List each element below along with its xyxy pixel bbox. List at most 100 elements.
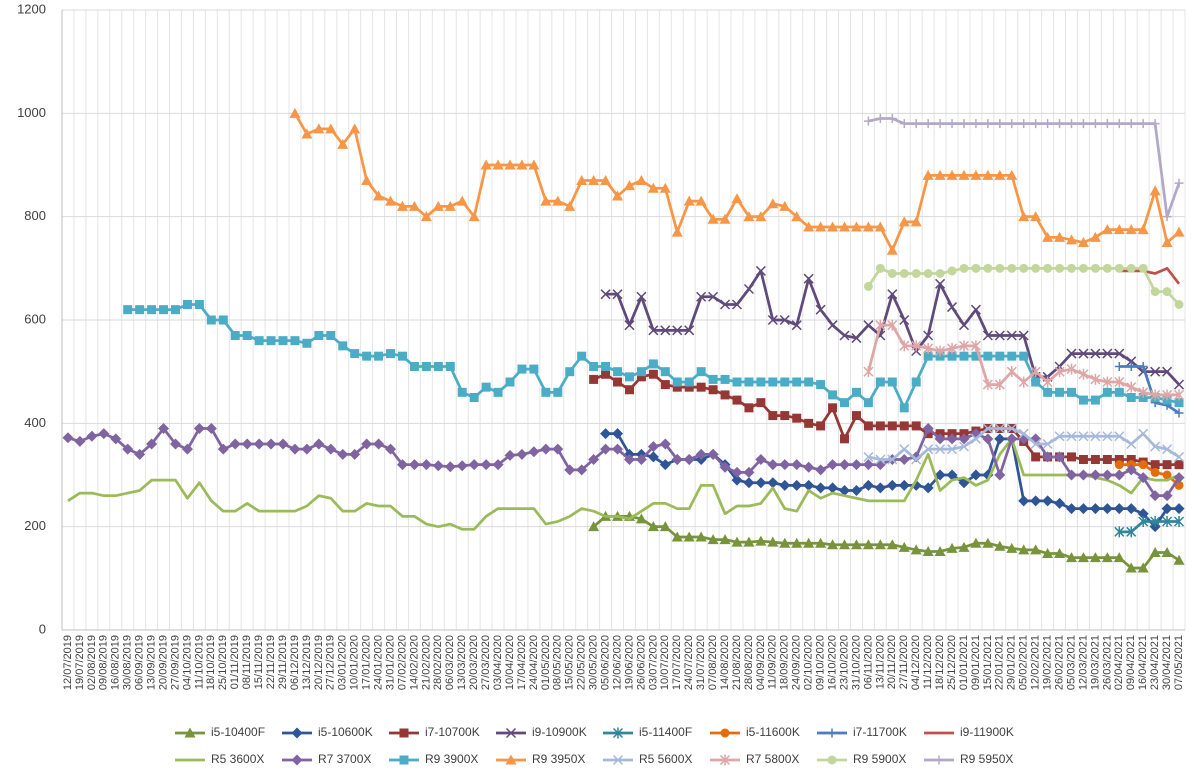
x-tick-label: 31/10/2020	[850, 635, 862, 690]
marker	[839, 459, 851, 471]
marker	[922, 423, 934, 434]
marker	[1173, 472, 1185, 484]
marker	[994, 423, 1005, 434]
marker	[374, 351, 384, 361]
x-tick-label: 31/07/2020	[695, 635, 707, 690]
legend-label: i9-10900K	[532, 725, 587, 739]
marker	[756, 398, 766, 408]
marker	[862, 479, 874, 491]
marker	[1149, 547, 1161, 557]
marker	[803, 479, 815, 491]
marker	[862, 221, 874, 232]
marker	[1018, 211, 1030, 222]
marker	[98, 428, 110, 440]
x-tick-label: 06/09/2019	[134, 635, 146, 690]
marker	[850, 221, 862, 232]
x-tick-label: 30/08/2019	[122, 635, 134, 690]
x-tick-label: 06/12/2019	[289, 635, 301, 690]
marker	[1101, 469, 1113, 481]
marker	[732, 395, 742, 405]
marker	[887, 454, 898, 465]
marker	[612, 754, 624, 766]
marker	[1126, 362, 1136, 371]
marker	[1054, 497, 1066, 509]
marker	[612, 190, 624, 201]
marker	[481, 382, 491, 392]
marker	[1078, 395, 1088, 405]
x-tick-label: 20/09/2019	[157, 635, 169, 690]
marker	[947, 444, 958, 455]
marker	[325, 443, 337, 455]
marker	[1018, 330, 1029, 341]
marker	[540, 195, 552, 206]
marker	[290, 336, 300, 346]
marker	[839, 330, 850, 341]
marker	[695, 448, 707, 460]
marker	[839, 485, 851, 496]
marker	[613, 377, 623, 387]
marker	[923, 342, 934, 354]
x-tick-label: 18/09/2020	[779, 635, 791, 690]
legend-label: R9 5950X	[960, 752, 1013, 766]
marker	[946, 469, 958, 481]
marker	[350, 349, 360, 359]
marker	[505, 377, 515, 387]
marker	[875, 377, 885, 387]
marker	[302, 338, 312, 348]
x-tick-label: 16/04/2021	[1137, 635, 1149, 690]
marker	[659, 182, 671, 193]
legend-item: R9 3950X	[496, 752, 585, 766]
legend-item: i5-11600K	[710, 725, 800, 739]
marker	[767, 477, 779, 489]
marker	[875, 114, 885, 123]
marker	[1113, 224, 1125, 235]
marker	[1138, 516, 1149, 527]
marker	[743, 211, 755, 222]
marker	[1090, 119, 1100, 129]
marker	[887, 421, 897, 431]
marker	[1125, 503, 1137, 515]
x-tick-label: 24/01/2020	[372, 635, 384, 690]
marker	[672, 382, 682, 392]
x-tick-label: 19/02/2021	[1042, 635, 1054, 690]
marker	[337, 138, 349, 149]
marker	[958, 340, 970, 352]
marker	[505, 727, 517, 739]
x-tick-label: 28/02/2020	[432, 635, 444, 690]
x-tick-label: 03/07/2020	[647, 635, 659, 690]
marker	[994, 540, 1006, 551]
marker	[647, 182, 659, 193]
x-tick-label: 07/05/2021	[1173, 635, 1185, 690]
series-line	[67, 437, 1180, 531]
marker	[850, 459, 862, 471]
marker	[326, 331, 336, 340]
marker	[1018, 428, 1029, 439]
x-tick-label: 30/05/2020	[588, 635, 600, 690]
marker	[1066, 234, 1078, 245]
marker	[1089, 503, 1101, 515]
x-tick-label: 27/11/2020	[898, 635, 910, 689]
marker	[911, 269, 921, 278]
marker	[445, 362, 455, 371]
marker	[1054, 231, 1066, 242]
x-tick-label: 03/01/2020	[337, 635, 349, 690]
marker	[1101, 503, 1113, 515]
marker	[613, 367, 623, 377]
marker	[804, 377, 814, 387]
marker	[970, 169, 982, 180]
y-tick-label: 400	[24, 415, 46, 430]
marker	[576, 464, 588, 476]
x-tick-label: 17/04/2020	[516, 635, 528, 690]
marker	[696, 367, 706, 377]
marker	[193, 423, 205, 434]
marker	[899, 269, 909, 278]
marker	[1043, 387, 1053, 397]
marker	[1054, 548, 1066, 559]
marker	[636, 372, 646, 382]
x-tick-label: 27/03/2020	[480, 635, 492, 690]
marker	[934, 545, 946, 556]
marker	[1006, 330, 1017, 341]
x-tick-label: 24/09/2020	[791, 635, 803, 690]
marker	[517, 364, 527, 374]
marker	[971, 263, 981, 273]
